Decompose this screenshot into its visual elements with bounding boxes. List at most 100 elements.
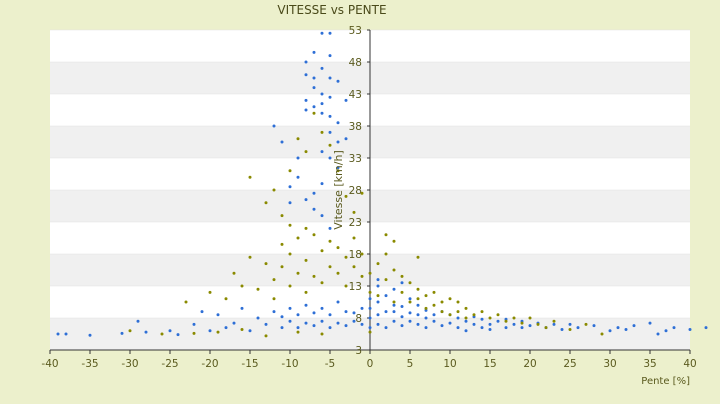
- data-point: [304, 321, 308, 325]
- data-point: [344, 255, 348, 259]
- data-point: [408, 297, 412, 301]
- data-point: [392, 287, 396, 291]
- data-point: [304, 98, 308, 102]
- data-point: [568, 328, 572, 332]
- data-point: [312, 86, 316, 90]
- data-point: [400, 315, 404, 319]
- data-point: [416, 297, 420, 301]
- data-point: [280, 315, 284, 319]
- data-point: [368, 316, 372, 320]
- y-tick-label: 28: [349, 185, 362, 197]
- data-point: [704, 326, 708, 330]
- data-point: [296, 236, 300, 240]
- data-point: [336, 166, 340, 170]
- data-point: [472, 313, 476, 317]
- data-point: [272, 124, 276, 128]
- data-point: [496, 319, 500, 323]
- data-point: [424, 316, 428, 320]
- data-point: [336, 271, 340, 275]
- data-point: [408, 281, 412, 285]
- data-point: [328, 31, 332, 35]
- data-point: [304, 258, 308, 262]
- data-point: [296, 137, 300, 141]
- x-tick-label: 25: [563, 358, 576, 370]
- data-point: [368, 271, 372, 275]
- chart-title: VITESSE vs PENTE: [277, 3, 386, 17]
- data-point: [288, 306, 292, 310]
- data-point: [392, 310, 396, 314]
- x-tick-label: 5: [407, 358, 414, 370]
- data-point: [456, 326, 460, 330]
- data-point: [248, 175, 252, 179]
- x-tick-label: 35: [643, 358, 656, 370]
- data-point: [328, 76, 332, 80]
- data-point: [360, 191, 364, 195]
- data-point: [176, 333, 180, 337]
- data-point: [560, 328, 564, 332]
- data-point: [288, 223, 292, 227]
- data-point: [400, 304, 404, 308]
- data-point: [224, 297, 228, 301]
- data-point: [328, 226, 332, 230]
- data-point: [240, 328, 244, 332]
- x-tick-label: 15: [483, 358, 496, 370]
- data-point: [336, 140, 340, 144]
- y-tick-label: 33: [349, 153, 362, 165]
- data-point: [256, 287, 260, 291]
- y-tick-label: 48: [349, 57, 362, 69]
- data-point: [360, 252, 364, 256]
- data-point: [224, 326, 228, 330]
- data-point: [376, 300, 380, 304]
- data-point: [392, 319, 396, 323]
- data-point: [416, 303, 420, 307]
- data-point: [248, 255, 252, 259]
- x-tick-label: -35: [81, 358, 98, 370]
- data-point: [288, 284, 292, 288]
- y-tick-label: 3: [355, 345, 362, 357]
- data-point: [304, 303, 308, 307]
- data-point: [336, 321, 340, 325]
- data-point: [368, 326, 372, 330]
- data-point: [280, 326, 284, 330]
- y-tick-label: 13: [349, 281, 362, 293]
- data-point: [656, 332, 660, 336]
- data-point: [56, 332, 60, 336]
- data-point: [448, 297, 452, 301]
- data-point: [304, 290, 308, 294]
- data-point: [320, 66, 324, 70]
- data-point: [368, 330, 372, 334]
- data-point: [448, 313, 452, 317]
- data-point: [288, 201, 292, 205]
- data-point: [424, 294, 428, 298]
- y-tick-label: 18: [349, 249, 362, 261]
- data-point: [568, 322, 572, 326]
- data-point: [328, 143, 332, 147]
- data-point: [400, 281, 404, 285]
- data-point: [320, 249, 324, 253]
- data-point: [432, 290, 436, 294]
- data-point: [352, 210, 356, 214]
- data-point: [424, 326, 428, 330]
- data-point: [472, 322, 476, 326]
- data-point: [312, 233, 316, 237]
- data-point: [360, 274, 364, 278]
- data-point: [376, 262, 380, 266]
- data-point: [296, 175, 300, 179]
- y-tick-label: 53: [349, 25, 362, 37]
- data-point: [264, 322, 268, 326]
- data-point: [312, 324, 316, 328]
- data-point: [272, 188, 276, 192]
- data-point: [648, 321, 652, 325]
- x-tick-labels: -40 -35 -30 -25 -20 -15 -10 -5 0 5 10 15 20 25 30 35 40: [41, 350, 697, 370]
- data-point: [440, 324, 444, 328]
- data-point: [408, 319, 412, 323]
- data-point: [304, 198, 308, 202]
- y-tick-label: 38: [349, 121, 362, 133]
- data-point: [320, 281, 324, 285]
- data-point: [320, 31, 324, 35]
- data-point: [400, 324, 404, 328]
- data-point: [624, 328, 628, 332]
- x-tick-label: -20: [201, 358, 218, 370]
- data-point: [576, 326, 580, 330]
